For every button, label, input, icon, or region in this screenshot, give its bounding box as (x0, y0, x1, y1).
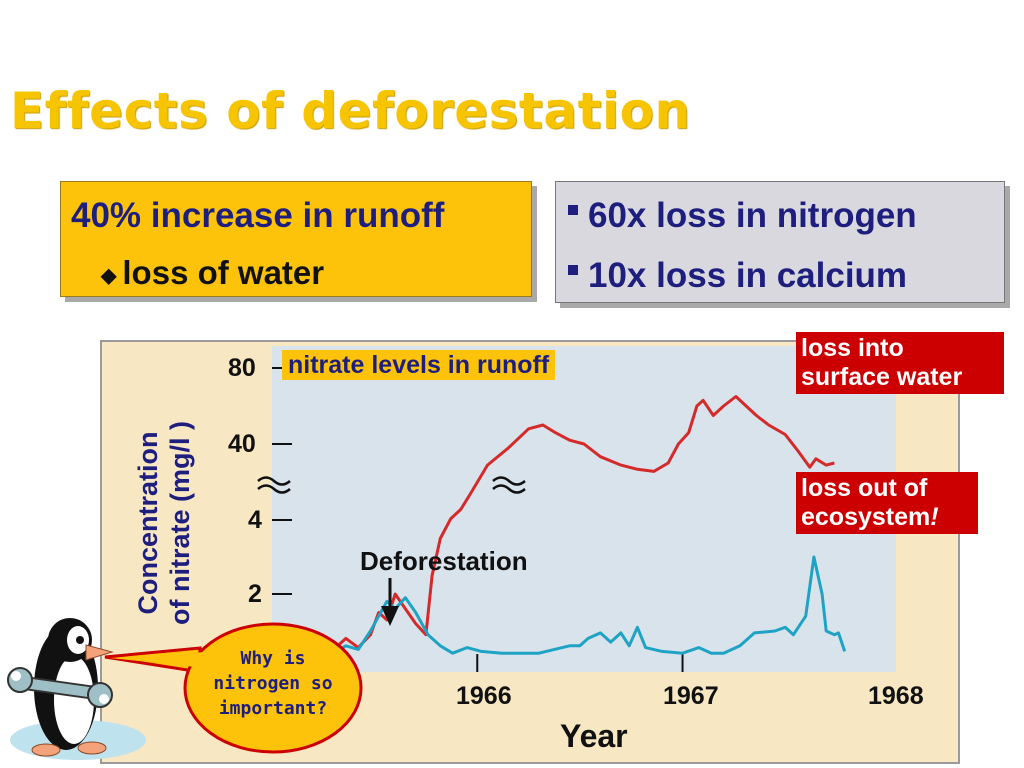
deforestation-arrow (381, 578, 399, 626)
x-tick-label: 1968 (868, 682, 924, 710)
bubble-text: Why is nitrogen so important? (202, 646, 344, 721)
x-tick-label: 1966 (456, 682, 512, 710)
surface-water-callout: loss into surface water (796, 332, 1004, 394)
axis-break-mark (492, 484, 526, 494)
nutrient-loss-box: 60x loss in nitrogen 10x loss in calcium (555, 181, 1005, 303)
control-watershed-line (302, 555, 847, 655)
ecosystem-line2: ecosystem! (801, 503, 973, 532)
ecosystem-line1: loss out of (801, 474, 928, 502)
nitrogen-loss-item: 60x loss in nitrogen (568, 196, 917, 236)
y-tick-label: 2 (248, 580, 262, 608)
y-axis-label-line2: of nitrate (mg/l ) (165, 420, 195, 625)
y-axis-label: Concentration of nitrate (mg/l ) (118, 405, 210, 640)
ecosystem-word: ecosystem (801, 503, 931, 531)
calcium-loss-text: 10x loss in calcium (588, 256, 908, 295)
bubble-line3: important? (218, 698, 328, 719)
ecosystem-loss-callout: loss out of ecosystem! (796, 472, 978, 534)
square-bullet-icon (568, 264, 578, 275)
surface-water-line1: loss into (801, 334, 904, 362)
nitrogen-loss-text: 60x loss in nitrogen (588, 196, 917, 235)
water-loss-text: loss of water (122, 254, 325, 291)
y-tick-label: 80 (228, 354, 256, 382)
calcium-loss-item: 10x loss in calcium (568, 256, 907, 296)
y-tick-label: 4 (248, 506, 262, 534)
runoff-line: 40% increase in runoff (71, 196, 445, 235)
series-label: nitrate levels in runoff (282, 350, 556, 380)
bubble-line2: nitrogen so (213, 673, 333, 694)
axis-break-mark (257, 476, 291, 486)
y-axis-label-line1: Concentration (133, 431, 163, 615)
axis-breaks (257, 476, 526, 494)
bubble-line1: Why is (240, 648, 306, 669)
water-loss-line: ◆ loss of water (101, 254, 324, 292)
square-bullet-icon (568, 204, 578, 215)
exclamation-mark: ! (930, 503, 939, 531)
surface-water-line2: surface water (801, 363, 963, 391)
diamond-bullet-icon: ◆ (101, 264, 117, 287)
arrow-head-icon (381, 606, 399, 626)
x-axis-label: Year (560, 718, 628, 754)
axis-break-mark (492, 476, 526, 486)
y-tick-label: 40 (228, 430, 256, 458)
axis-ticks (272, 367, 684, 672)
deforestation-annotation: Deforestation (360, 546, 528, 576)
slide-title: Effects of deforestation (10, 82, 691, 140)
runoff-box: 40% increase in runoff ◆ loss of water (60, 181, 532, 297)
x-tick-label: 1967 (663, 682, 719, 710)
axis-break-mark (257, 484, 291, 494)
